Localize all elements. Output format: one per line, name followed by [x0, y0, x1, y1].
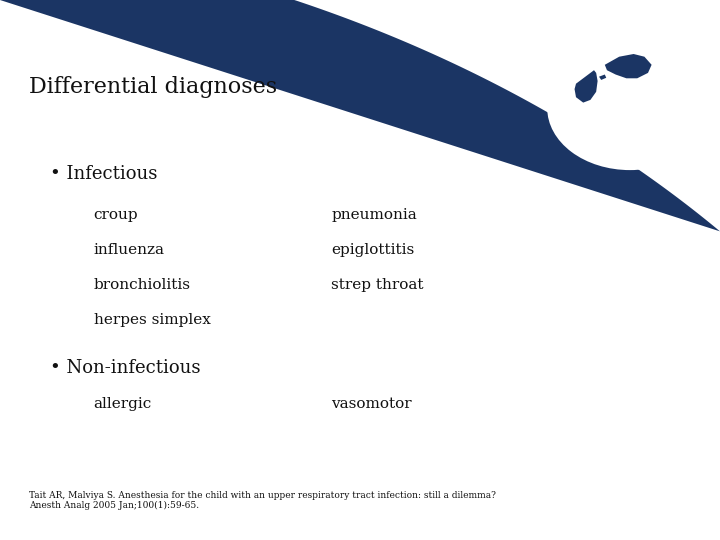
Text: allergic: allergic [94, 397, 152, 411]
Text: • Infectious: • Infectious [50, 165, 158, 183]
Text: pneumonia: pneumonia [331, 208, 417, 222]
Text: herpes simplex: herpes simplex [94, 313, 210, 327]
Text: • Non-infectious: • Non-infectious [50, 359, 201, 377]
Polygon shape [599, 75, 606, 80]
Polygon shape [605, 54, 652, 78]
Text: Tait AR, Malviya S. Anesthesia for the child with an upper respiratory tract inf: Tait AR, Malviya S. Anesthesia for the c… [29, 491, 495, 510]
Text: Differential diagnoses: Differential diagnoses [29, 76, 277, 98]
Text: influenza: influenza [94, 243, 165, 257]
Polygon shape [575, 70, 598, 103]
Polygon shape [0, 0, 720, 231]
Text: bronchiolitis: bronchiolitis [94, 278, 191, 292]
Text: croup: croup [94, 208, 138, 222]
Text: vasomotor: vasomotor [331, 397, 412, 411]
Text: strep throat: strep throat [331, 278, 423, 292]
Circle shape [547, 46, 713, 170]
Text: epiglottitis: epiglottitis [331, 243, 415, 257]
